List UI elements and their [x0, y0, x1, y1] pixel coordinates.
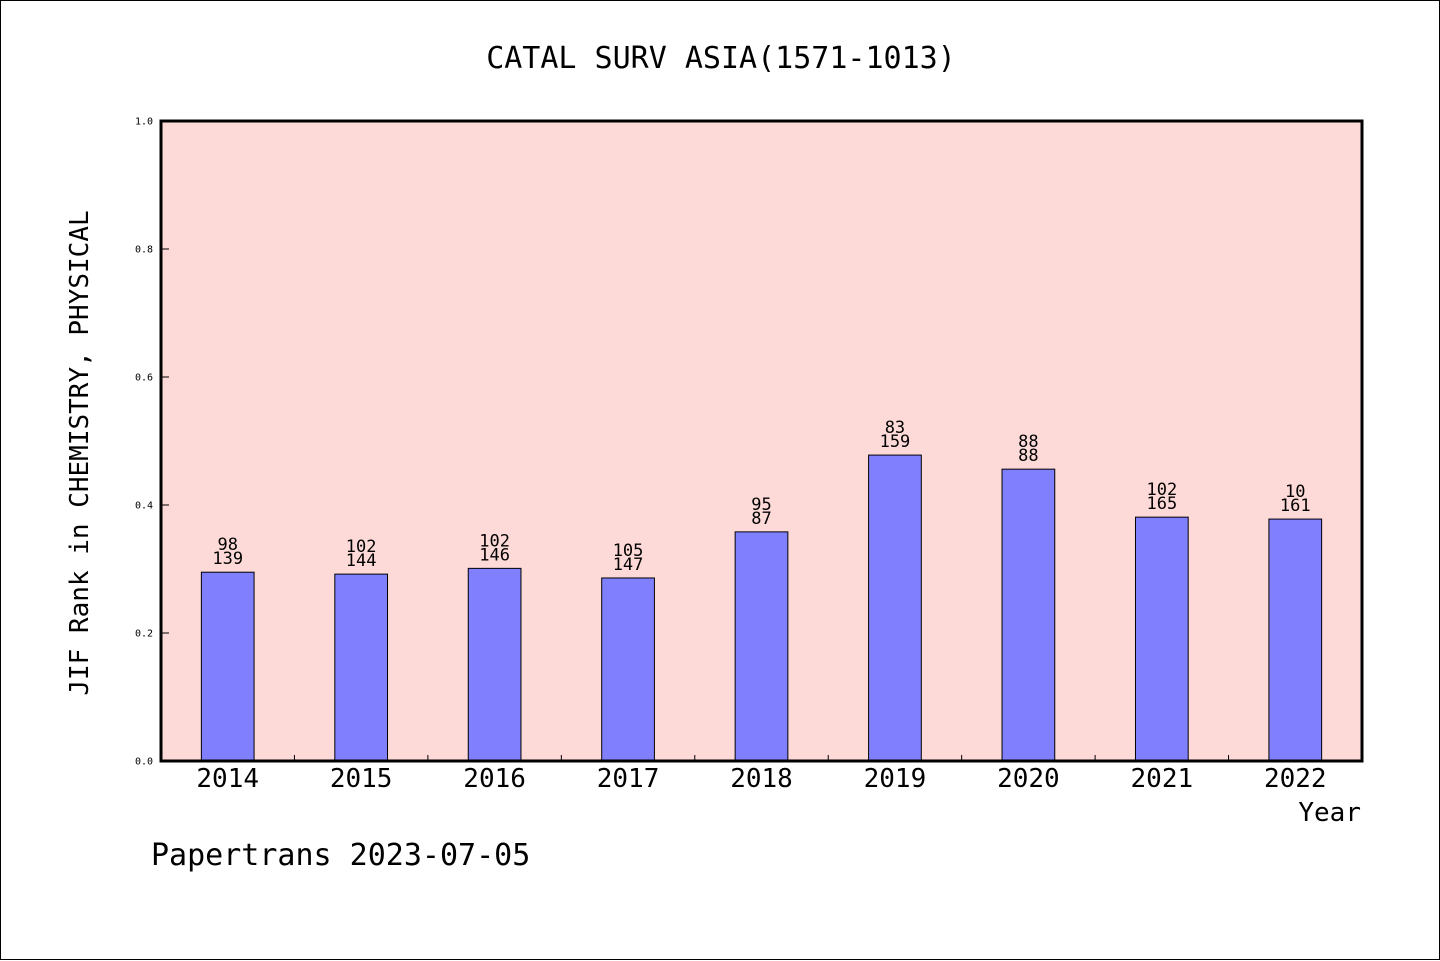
bar	[1268, 518, 1323, 762]
y-tick-label: 1.0	[135, 117, 153, 128]
y-tick-label: 0.2	[135, 629, 153, 640]
bar-label-top: 88	[1018, 432, 1038, 452]
bar-label-bottom: 139	[212, 549, 243, 569]
bar-label-top: 98	[217, 535, 237, 555]
y-tick-label: 0.4	[135, 501, 153, 512]
bar-label-top: 102	[346, 537, 377, 557]
y-tick-label: 0.8	[135, 245, 153, 256]
x-tick-label: 2022	[1264, 764, 1327, 794]
bar	[1001, 468, 1056, 762]
x-tick-label: 2015	[330, 764, 393, 794]
x-tick-label: 2014	[196, 764, 259, 794]
bar-label-bottom: 165	[1146, 494, 1177, 514]
bar-label-top: 102	[479, 531, 510, 551]
bar	[734, 531, 789, 762]
y-tick-label: 0.0	[135, 757, 153, 768]
x-tick-label: 2019	[864, 764, 927, 794]
bar-label-bottom: 88	[1018, 446, 1038, 466]
x-tick-label: 2021	[1131, 764, 1194, 794]
bar-label-bottom: 144	[346, 551, 377, 571]
x-tick-label: 2018	[730, 764, 793, 794]
bar	[200, 571, 255, 762]
bar-label-top: 105	[613, 541, 644, 561]
y-tick-label: 0.6	[135, 373, 153, 384]
bar	[334, 573, 389, 762]
bar-label-bottom: 147	[613, 555, 644, 575]
bar	[601, 577, 655, 762]
x-tick-label: 2016	[463, 764, 526, 794]
footer-credit: Papertrans 2023-07-05	[151, 838, 530, 873]
chart-title: CATAL SURV ASIA(1571-1013)	[486, 41, 956, 76]
bar-label-top: 83	[885, 418, 905, 438]
bar	[1134, 516, 1189, 762]
x-tick-label: 2020	[997, 764, 1060, 794]
bar	[868, 454, 922, 762]
bar-label-top: 95	[751, 495, 771, 515]
bar	[467, 567, 522, 762]
plot-border	[159, 119, 1364, 763]
x-axis-title: Year	[1298, 798, 1361, 828]
x-tick-label: 2017	[597, 764, 660, 794]
bar-label-bottom: 161	[1280, 496, 1311, 516]
bar-label-top: 102	[1146, 480, 1177, 500]
bar-label-bottom: 146	[479, 545, 510, 565]
x-axis: 2014 2015 2016 2017 2018 2019 2020 2021 2022	[196, 755, 1327, 794]
bar-label-bottom: 87	[751, 509, 771, 529]
y-axis-title: JIF Rank in CHEMISTRY, PHYSICAL	[65, 210, 95, 695]
bar-label-top: 10	[1285, 482, 1305, 502]
bars	[200, 454, 1323, 762]
bar-label-bottom: 159	[880, 432, 911, 452]
